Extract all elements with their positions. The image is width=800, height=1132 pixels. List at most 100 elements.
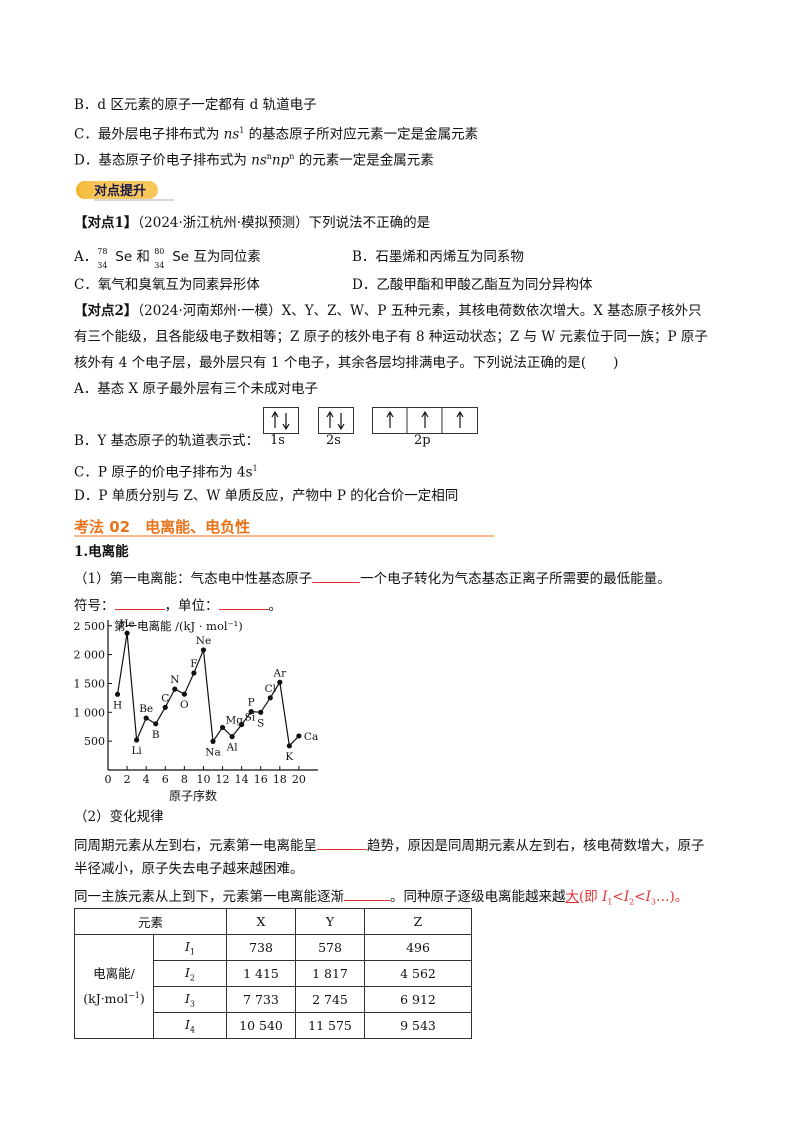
q1-option-a: A． 78 34 Se 和 80 34 Se 互为同位素 (74, 246, 261, 270)
answer-blank (317, 835, 367, 850)
point-label: Mg (226, 714, 244, 726)
up-down-arrow-icon (271, 410, 290, 431)
x-tick-label: 0 (105, 773, 112, 786)
orbital-box-2p (372, 407, 478, 434)
x-tick-label: 18 (273, 773, 287, 786)
data-point (134, 737, 140, 743)
badge-label: 对点提升 (94, 183, 146, 199)
table-row: 电离能/(kJ·mol−1) I1 738 578 496 (74, 934, 472, 1039)
y-tick-label: 1 000 (74, 706, 105, 719)
point-label: Al (226, 742, 239, 754)
data-point (200, 647, 207, 653)
data-point (229, 734, 235, 740)
x-tick-label: 14 (235, 773, 249, 786)
q2-stem-line3: 核外有 4 个电子层，最外层只有 1 个电子，其余各层均排满电子。下列说法正确的… (74, 355, 619, 371)
section-header: 考法 02 电离能、电负性 (74, 515, 494, 537)
point-label: F (190, 658, 197, 670)
data-point (267, 695, 273, 701)
para-definition: （1）第一电离能：气态电中性基态原子 一个电子转化为气态基态正离子所需要的最低能量… (74, 568, 671, 588)
q2-option-c: C．P 原子的价电子排布为 4s1 (74, 464, 258, 481)
data-point (210, 738, 216, 744)
answer-blank (344, 886, 390, 901)
q2-option-b: B．Y 基态原子的轨道表示式： (74, 433, 260, 449)
data-point (124, 630, 130, 636)
table-row: I4 10 540 11 575 9 543 (75, 1012, 472, 1039)
q2-option-a: A．基态 X 原子最外层有三个未成对电子 (74, 381, 318, 397)
data-point (153, 721, 159, 727)
point-label: Si (245, 712, 256, 724)
point-label: He (119, 618, 134, 630)
q1-option-d: D．乙酸甲酯和甲酸乙酯互为同分异构体 (352, 277, 593, 293)
answer-blank (114, 595, 165, 610)
subheading-ionization: 1.电离能 (74, 544, 129, 560)
point-label: N (170, 674, 179, 686)
point-label: S (257, 717, 264, 729)
point-label: Ar (273, 667, 288, 679)
up-down-arrow-icon (326, 410, 345, 431)
point-label: P (248, 697, 255, 709)
answer-blank (218, 595, 269, 610)
data-point (248, 709, 254, 715)
section-title: 考法 02 电离能、电负性 (74, 518, 251, 536)
q2-option-d: D．P 单质分别与 Z、W 单质反应，产物中 P 的化合价一定相同 (74, 488, 459, 504)
y-axis-label: 第一电离能 /(kJ · mol⁻¹) (114, 619, 243, 633)
practice-badge: 对点提升 (76, 181, 174, 201)
para-period-reason: 半径减小，原子失去电子越来越困难。 (74, 861, 304, 877)
orbital-box-1s (263, 407, 299, 434)
table-header-cell: Y (295, 908, 365, 935)
para-symbol-unit: 符号： ，单位：。 (74, 595, 282, 615)
y-tick-label: 2 000 (74, 649, 105, 662)
y-tick-label: 500 (84, 735, 105, 748)
point-label: Li (131, 745, 142, 757)
point-label: Cl (265, 683, 277, 695)
x-tick-label: 8 (181, 773, 188, 786)
point-label: C (161, 692, 169, 704)
data-point (162, 704, 168, 710)
orbital-label-2p: 2p (414, 433, 431, 448)
orbital-box-2s (318, 407, 354, 434)
q1-stem: 【对点1】（2024·浙江杭州·模拟预测）下列说法不正确的是 (74, 215, 431, 231)
row-label-cell: 电离能/(kJ·mol−1) (74, 934, 154, 1039)
point-label: O (180, 699, 189, 711)
x-tick-label: 20 (292, 773, 306, 786)
y-tick-label: 2 500 (74, 620, 105, 633)
x-tick-label: 10 (196, 773, 210, 786)
table-row: I2 1 415 1 817 4 562 (75, 960, 472, 987)
x-tick-label: 6 (162, 773, 169, 786)
option-d: D．基态原子价电子排布式为 nsnnpn 的元素一定是金属元素 (74, 152, 434, 169)
point-label: K (285, 751, 293, 763)
table-header-cell: X (226, 908, 296, 935)
orbital-label-2s: 2s (326, 433, 341, 448)
orbital-label-1s: 1s (270, 433, 285, 448)
point-label: H (113, 699, 122, 711)
para-period-trend: 同周期元素从左到右，元素第一电离能呈 趋势，原因是同周期元素从左到右，核电荷数增大… (74, 835, 705, 855)
para-trend-heading: （2）变化规律 (74, 809, 164, 825)
data-point (143, 715, 149, 721)
answer-blank (312, 568, 361, 583)
point-label: Be (139, 703, 153, 715)
table-header-cell: 元素 (74, 908, 227, 935)
data-point (114, 691, 121, 697)
option-c: C．最外层电子排布式为 ns1 的基态原子所对应元素一定是金属元素 (74, 126, 479, 143)
data-point (286, 743, 292, 749)
table-header-cell: Z (364, 908, 472, 935)
q2-stem-line2: 有三个能级，且各能级电子数相等；Z 原子的核外电子有 8 种运动状态；Z 与 W… (74, 329, 708, 345)
x-tick-label: 16 (254, 773, 268, 786)
data-point (191, 670, 197, 676)
data-point (239, 721, 245, 728)
x-tick-label: 12 (216, 773, 230, 786)
q2-stem-line1: 【对点2】（2024·河南郑州·一模）X、Y、Z、W、P 五种元素，其核电荷数依… (74, 303, 702, 319)
ionization-energy-chart: 500 1 000 1 500 2 000 2 500 0 2 4 6 8 10 12 14 16 18 20… (74, 618, 318, 803)
x-axis-label: 原子序数 (169, 788, 217, 803)
data-point (181, 691, 187, 697)
point-label: Ca (304, 731, 318, 743)
point-label: Na (205, 746, 220, 758)
q1-option-c: C．氧气和臭氧互为同素异形体 (74, 277, 260, 293)
x-tick-label: 2 (124, 773, 131, 786)
para-group-trend: 同一主族元素从上到下，元素第一电离能逐渐 。同种原子逐级电离能越来越大(即 I1<… (74, 886, 688, 912)
data-point (277, 679, 283, 685)
data-point (172, 686, 178, 692)
x-tick-label: 4 (143, 773, 150, 786)
data-point (296, 733, 302, 739)
q1-option-b: B．石墨烯和丙烯互为同系物 (352, 249, 524, 265)
